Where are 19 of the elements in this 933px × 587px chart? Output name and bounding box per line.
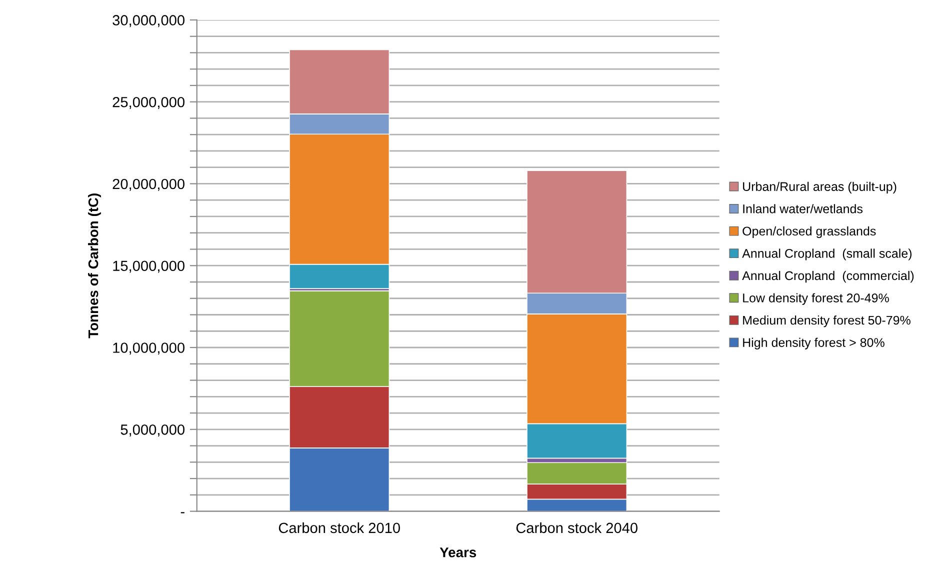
y-axis-title: Tonnes of Carbon (tC)	[88, 194, 101, 338]
legend-label: Low density forest 20-49%	[743, 293, 889, 305]
legend-label: Annual Cropland (commercial)	[742, 270, 914, 283]
x-axis-title: Years	[440, 548, 476, 558]
y-tick-label: 25,000,000	[112, 96, 184, 109]
legend-label: Annual Cropland (small scale)	[742, 248, 912, 260]
legend-label: Open/closed grasslands	[742, 226, 876, 238]
y-tick-label: 5,000,000	[120, 424, 184, 437]
legend-label: High density forest > 80%	[743, 338, 884, 350]
x-tick-label: Carbon stock 2040	[516, 522, 638, 534]
y-tick-label: -	[180, 512, 184, 514]
legend-label: Urban/Rural areas (built-up)	[743, 182, 896, 194]
y-tick-label: 30,000,000	[112, 15, 184, 28]
legend-label: Medium density forest 50-79%	[743, 315, 910, 328]
legend-label: Inland water/wetlands	[743, 204, 863, 214]
y-tick-label: 15,000,000	[113, 260, 184, 273]
x-tick-label: Carbon stock 2010	[278, 522, 400, 534]
y-tick-label: 20,000,000	[112, 178, 184, 191]
y-tick-label: 10,000,000	[113, 342, 184, 355]
